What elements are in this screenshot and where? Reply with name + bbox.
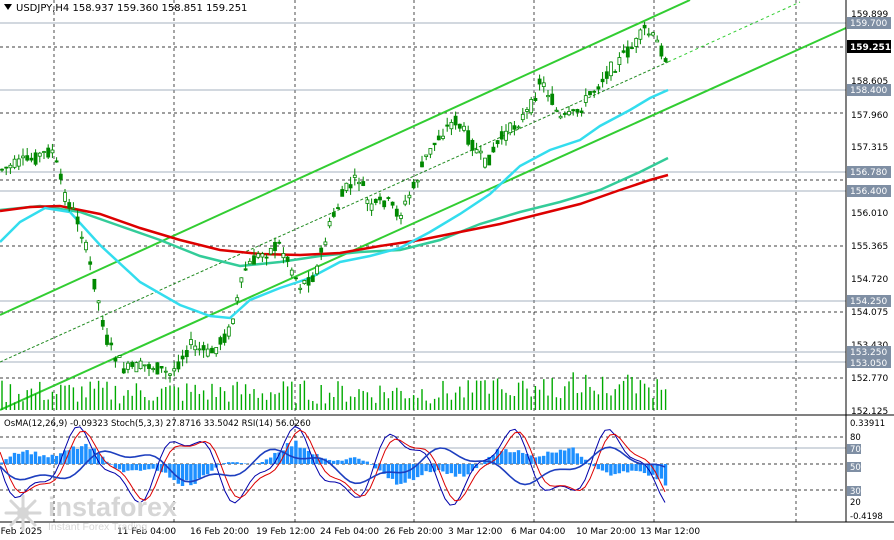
instaforex-logo-icon: [4, 494, 42, 532]
moving-average-cyan: [0, 88, 669, 320]
symbol-ohlc-text: USDJPY,H4 158.937 159.360 158.851 159.25…: [16, 3, 248, 14]
grid: [0, 0, 846, 522]
level-label: 156.780: [850, 168, 887, 178]
support-resistance-levels: [0, 22, 846, 449]
time-tick: 19 Feb 12:00: [256, 527, 315, 537]
time-tick: 10 Mar 20:00: [576, 527, 636, 537]
price-tick: 155.365: [851, 242, 888, 252]
indicator-header: OsMA(12,26,9) -0.09323 Stoch(5,3,3) 27.8…: [4, 419, 311, 429]
time-tick: 24 Feb 04:00: [320, 527, 379, 537]
time-tick: 6 Mar 04:00: [511, 527, 566, 537]
price-tick: 157.960: [851, 111, 888, 121]
current-price-label: 159.251: [850, 43, 891, 53]
current-price-box: [847, 40, 891, 53]
volume-bars: [1, 372, 667, 410]
svg-text:0.33911: 0.33911: [850, 419, 885, 429]
indicator-panel: [0, 414, 894, 506]
svg-text:80: 80: [850, 433, 861, 443]
level-label: 154.250: [850, 297, 887, 307]
time-tick: 11 Feb 04:00: [117, 527, 176, 537]
symbol-header: USDJPY,H4 158.937 159.360 158.851 159.25…: [4, 3, 247, 14]
indicator-scale: 0.33911 80 70 50 30 20 -0.4198: [847, 419, 885, 522]
svg-text:-0.4198: -0.4198: [850, 512, 883, 522]
moving-average-red: [0, 173, 669, 257]
price-tick: 154.720: [851, 275, 888, 285]
rsi-line: [0, 446, 666, 486]
price-tick: 154.075: [851, 308, 888, 318]
time-tick: 4 Feb 2025: [0, 527, 42, 537]
svg-text:30: 30: [850, 487, 861, 497]
svg-text:50: 50: [850, 463, 861, 473]
stochastic-main-line: [0, 425, 666, 506]
stochastic-signal-line: [0, 429, 666, 502]
level-label: 156.400: [850, 187, 887, 197]
price-tick: 152.125: [851, 407, 888, 417]
time-tick: 26 Feb 20:00: [384, 527, 443, 537]
time-tick: 3 Mar 12:00: [448, 527, 503, 537]
time-axis[interactable]: 4 Feb 2025 11 Feb 04:00 16 Feb 20:00 19 …: [0, 527, 700, 537]
level-label: 159.700: [850, 19, 887, 29]
price-tick: 158.605: [851, 77, 888, 87]
regression-channel: [0, 0, 847, 411]
level-label: 153.050: [850, 359, 887, 369]
dropdown-triangle-icon[interactable]: [4, 4, 12, 10]
svg-text:20: 20: [850, 498, 861, 508]
watermark-tagline: Instant Forex Trading: [48, 521, 148, 533]
price-tick: 156.010: [851, 209, 888, 219]
level-labels: 159.700 158.400 156.780 156.400 154.250 …: [847, 17, 891, 369]
channel-middle-extension: [667, 1, 801, 63]
osma-histogram: [0, 440, 668, 487]
watermark-brand: instaforex: [48, 492, 178, 522]
level-label: 158.400: [850, 86, 887, 96]
svg-text:70: 70: [850, 445, 861, 455]
price-tick: 152.770: [851, 374, 888, 384]
time-tick: 13 Mar 12:00: [640, 527, 700, 537]
time-tick: 16 Feb 20:00: [190, 527, 249, 537]
price-tick: 159.899: [851, 10, 888, 20]
level-label: 153.250: [850, 348, 887, 358]
watermark: instaforex Instant Forex Trading: [2, 492, 177, 534]
channel-upper-line: [0, 0, 691, 316]
price-axis[interactable]: 159.899 158.605 157.960 157.315 156.010 …: [0, 0, 894, 523]
price-candlesticks: [0, 21, 668, 383]
channel-lower-line: [0, 27, 847, 411]
price-tick: 157.315: [851, 143, 888, 153]
